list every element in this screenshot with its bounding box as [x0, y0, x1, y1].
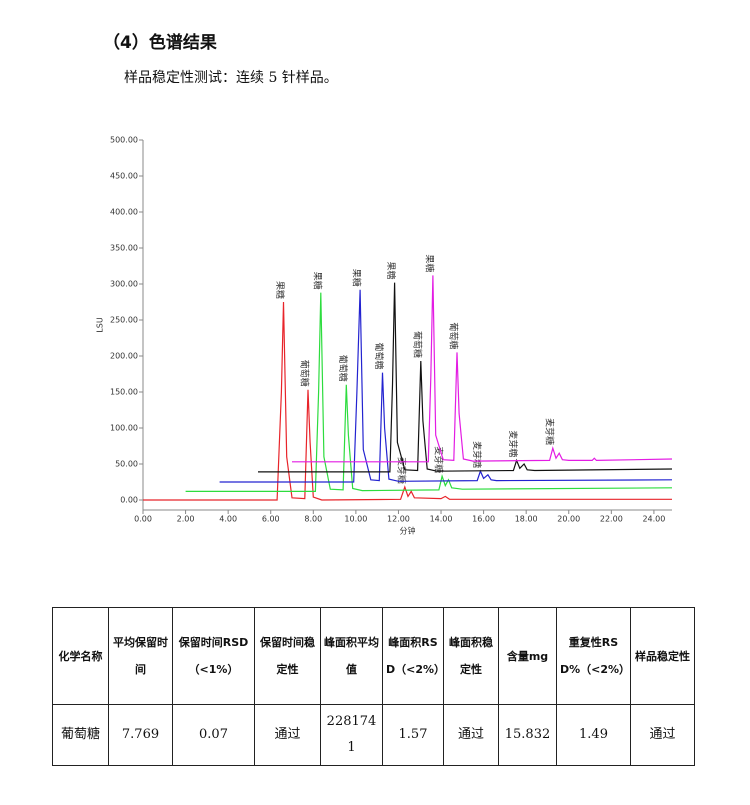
table-cell: 通过: [443, 704, 499, 766]
table-cell: 7.769: [108, 704, 173, 766]
trace: [219, 289, 673, 483]
header-row: 化学名称 平均保留时间 保留时间RSD（<1%） 保留时间稳定性 峰面积平均值 峰面积RS…: [52, 607, 695, 705]
x-tick-label: 20.00: [557, 515, 580, 524]
trace: [258, 282, 673, 473]
y-tick-label: 50.00: [115, 459, 138, 468]
y-tick-label: 0.00: [120, 495, 138, 504]
chromatogram: 0.00 50.00 100.00 150.00 200.00 250.00 300.00 3…: [96, 136, 673, 536]
table-cell: 2281741: [320, 704, 383, 766]
peak-label: 葡萄糖: [337, 355, 349, 382]
table-cell: 0.07: [172, 704, 255, 766]
table-cell: 葡萄糖: [52, 704, 109, 766]
header-cell: 平均保留时间: [108, 607, 173, 705]
trace: [143, 301, 672, 501]
x-tick-label: 14.00: [430, 515, 453, 524]
x-tick-label: 4.00: [219, 515, 237, 524]
y-tick-label: 150.00: [110, 387, 138, 396]
x-tick-label: 12.00: [387, 515, 410, 524]
header-cell: 化学名称: [52, 607, 109, 705]
table-body: 葡萄糖 7.769 0.07 通过 2281741 1.57 通过 15.832 1.49 通过: [52, 704, 695, 766]
table-row: 葡萄糖 7.769 0.07 通过 2281741 1.57 通过 15.832 1.49 通过: [52, 704, 695, 766]
peak-label: 葡萄糖: [373, 343, 385, 370]
header-cell: 保留时间RSD（<1%）: [172, 607, 255, 705]
header-cell: 峰面积平均值: [320, 607, 383, 705]
peak-label: 果糖: [351, 269, 363, 287]
peak-label: 果糖: [274, 281, 286, 299]
peak-label: 麦芽糖: [471, 441, 483, 468]
x-axis-label: 分钟: [400, 526, 416, 536]
y-tick-label: 400.00: [110, 207, 138, 216]
header-cell: 峰面积RSD（<2%）: [382, 607, 445, 705]
table-cell: 通过: [254, 704, 321, 766]
peak-label: 葡萄糖: [447, 322, 459, 349]
y-axis-label: LSU: [96, 317, 105, 333]
table-cell: 1.49: [556, 704, 631, 766]
header-cell: 重复性RSD%（<2%）: [556, 607, 631, 705]
y-tick-label: 100.00: [110, 423, 138, 432]
header-cell: 保留时间稳定性: [254, 607, 321, 705]
x-tick-label: 8.00: [304, 515, 322, 524]
x-tick-label: 18.00: [515, 515, 538, 524]
header-cell: 样品稳定性: [630, 607, 695, 705]
y-tick-label: 300.00: [110, 279, 138, 288]
peak-label: 葡萄糖: [411, 331, 423, 358]
peak-label: 麦芽糖: [507, 430, 519, 457]
table-cell: 1.57: [382, 704, 444, 766]
x-tick-label: 22.00: [600, 515, 623, 524]
peak-label: 果糖: [311, 272, 323, 290]
y-tick-label: 350.00: [110, 243, 138, 252]
x-tick-label: 16.00: [472, 515, 495, 524]
y-tick-label: 200.00: [110, 351, 138, 360]
intro-text: 样品稳定性测试：连续 5 针样品。: [124, 70, 338, 86]
y-tick-label: 500.00: [110, 136, 138, 145]
header-cell: 含量mg: [498, 607, 557, 705]
x-tick-label: 24.00: [642, 515, 665, 524]
result-table: 化学名称 平均保留时间 保留时间RSD（<1%） 保留时间稳定性 峰面积平均值 峰面积RS…: [52, 607, 695, 766]
x-tick-label: 0.00: [134, 515, 152, 524]
table-cell: 通过: [630, 704, 695, 766]
trace: [292, 275, 673, 463]
peak-label: 麦芽糖: [543, 418, 555, 445]
y-tick-label: 450.00: [110, 171, 138, 180]
peak-label: 果糖: [385, 262, 397, 280]
x-tick-label: 10.00: [344, 515, 367, 524]
x-tick-label: 6.00: [262, 515, 280, 524]
peak-label: 葡萄糖: [298, 360, 310, 387]
peak-label: 果糖: [423, 254, 435, 272]
table-cell: 15.832: [498, 704, 557, 766]
x-tick-label: 2.00: [177, 515, 195, 524]
peak-label: 麦芽糖: [395, 457, 407, 484]
y-tick-label: 250.00: [110, 315, 138, 324]
section-heading: （4）色谱结果: [103, 33, 217, 53]
header-cell: 峰面积稳定性: [443, 607, 499, 705]
